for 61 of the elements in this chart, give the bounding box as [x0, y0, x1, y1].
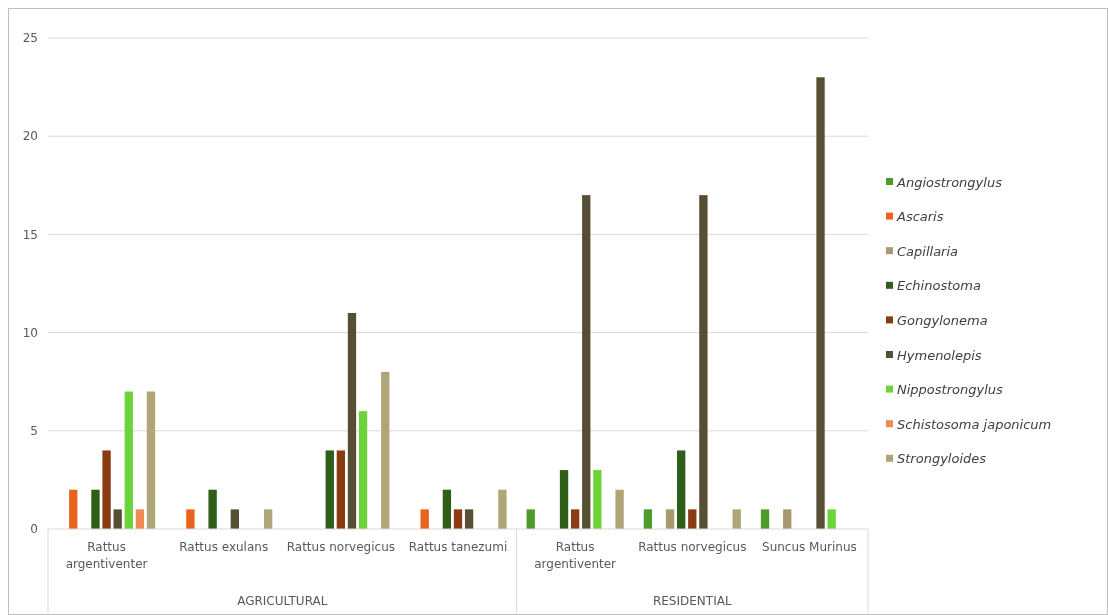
y-tick-label: 25 [22, 31, 38, 46]
y-tick-label: 0 [30, 522, 38, 537]
x-tick-label: Rattus argentiventer [534, 540, 617, 571]
legend-label: Echinostoma [897, 278, 981, 294]
x-tick-label: Rattus exulans [179, 540, 269, 554]
x-tick-label: Rattus norvegicus [638, 540, 747, 554]
bar [69, 489, 78, 529]
legend-label: Hymenolepis [897, 347, 982, 363]
bar [347, 312, 357, 529]
bar [135, 509, 145, 529]
x-tick-label: Rattus norvegicus [286, 540, 395, 554]
bar [442, 489, 452, 529]
bar [615, 489, 624, 529]
bar [827, 509, 836, 529]
x-tick-label: Suncus Murinus [762, 540, 857, 554]
text: AGRICULTURAL [237, 594, 328, 608]
bar [336, 450, 346, 529]
bar [420, 509, 429, 529]
legend-label: Nippostrongylus [897, 382, 1003, 398]
bar [665, 509, 675, 529]
legend-label: Angiostrongylus [896, 174, 1003, 190]
bar [464, 509, 474, 529]
legend-label: Gongylonema [897, 312, 988, 328]
legend-label: Capillaria [897, 243, 959, 259]
legend-label: Strongyloides [897, 451, 987, 467]
bar [453, 509, 463, 529]
bar [381, 371, 390, 529]
bar [677, 450, 686, 529]
bar [186, 509, 195, 529]
y-tick-label: 20 [22, 129, 38, 144]
x-tick-label: Rattus tanezumi [408, 540, 508, 554]
bar [113, 509, 122, 529]
bar [325, 450, 334, 529]
bar [699, 195, 708, 529]
bar [358, 411, 368, 529]
bar [760, 509, 770, 529]
legend-label: Ascaris [896, 209, 944, 225]
y-tick-label: 10 [22, 325, 38, 340]
bar [816, 77, 825, 529]
bar [559, 470, 569, 529]
bar [593, 470, 602, 529]
bar [91, 489, 100, 529]
bar [124, 391, 133, 529]
bar [732, 509, 741, 529]
text: RESIDENTIAL [652, 594, 732, 608]
legend-label: Schistosoma japonicum [897, 416, 1052, 432]
y-tick-label: 5 [30, 424, 38, 438]
bar [688, 509, 697, 529]
bar [102, 450, 111, 529]
bar [643, 509, 653, 529]
x-tick-label: Rattus argentiventer [65, 540, 148, 571]
bar [146, 391, 156, 529]
bar [230, 509, 239, 529]
bar [263, 509, 273, 529]
bar [570, 509, 580, 529]
y-tick-label: 15 [22, 227, 38, 242]
bar [582, 195, 591, 529]
bar [526, 509, 535, 529]
bar [783, 509, 792, 529]
bar [498, 489, 507, 529]
bar [208, 489, 217, 529]
